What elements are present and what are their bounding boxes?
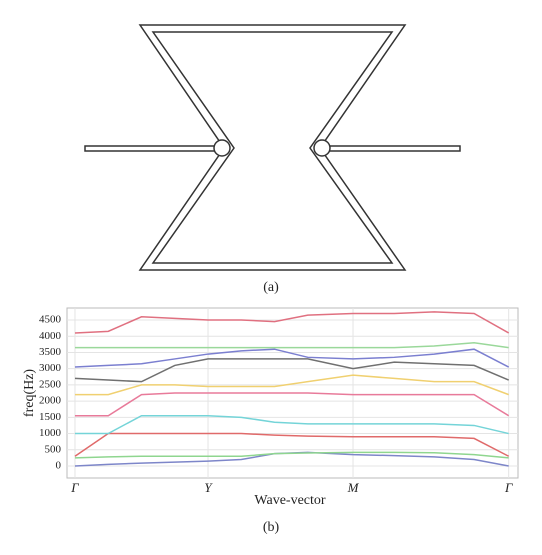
x-tick-label: Γ bbox=[70, 480, 79, 495]
band-line bbox=[74, 432, 510, 457]
y-tick-label: 0 bbox=[56, 460, 62, 472]
x-tick-label: M bbox=[347, 480, 360, 495]
band-line bbox=[74, 392, 510, 417]
y-tick-label: 500 bbox=[45, 443, 62, 455]
y-axis-label: freq(Hz) bbox=[22, 369, 37, 418]
y-tick-label: 1000 bbox=[39, 427, 62, 439]
x-tick-label: Γ bbox=[504, 480, 513, 495]
y-tick-label: 1500 bbox=[39, 411, 62, 423]
caption: (b) bbox=[263, 520, 280, 535]
y-tick-label: 4000 bbox=[39, 330, 62, 342]
band-line bbox=[74, 311, 510, 334]
band-line bbox=[74, 348, 510, 368]
unit-cell-diagram bbox=[84, 24, 461, 271]
caption: (a) bbox=[263, 280, 279, 295]
band-line bbox=[74, 341, 509, 349]
x-tick-label: Y bbox=[204, 480, 213, 495]
y-tick-label: 3500 bbox=[39, 346, 62, 358]
y-tick-label: 3000 bbox=[39, 362, 62, 374]
y-tick-label: 2500 bbox=[39, 378, 62, 390]
band-line bbox=[74, 414, 509, 435]
y-tick-label: 2000 bbox=[39, 395, 62, 407]
x-axis-label: Wave-vector bbox=[254, 493, 326, 508]
band-line bbox=[74, 451, 509, 459]
band-line bbox=[74, 374, 509, 396]
band-line bbox=[74, 358, 509, 383]
y-tick-label: 4500 bbox=[39, 314, 62, 326]
